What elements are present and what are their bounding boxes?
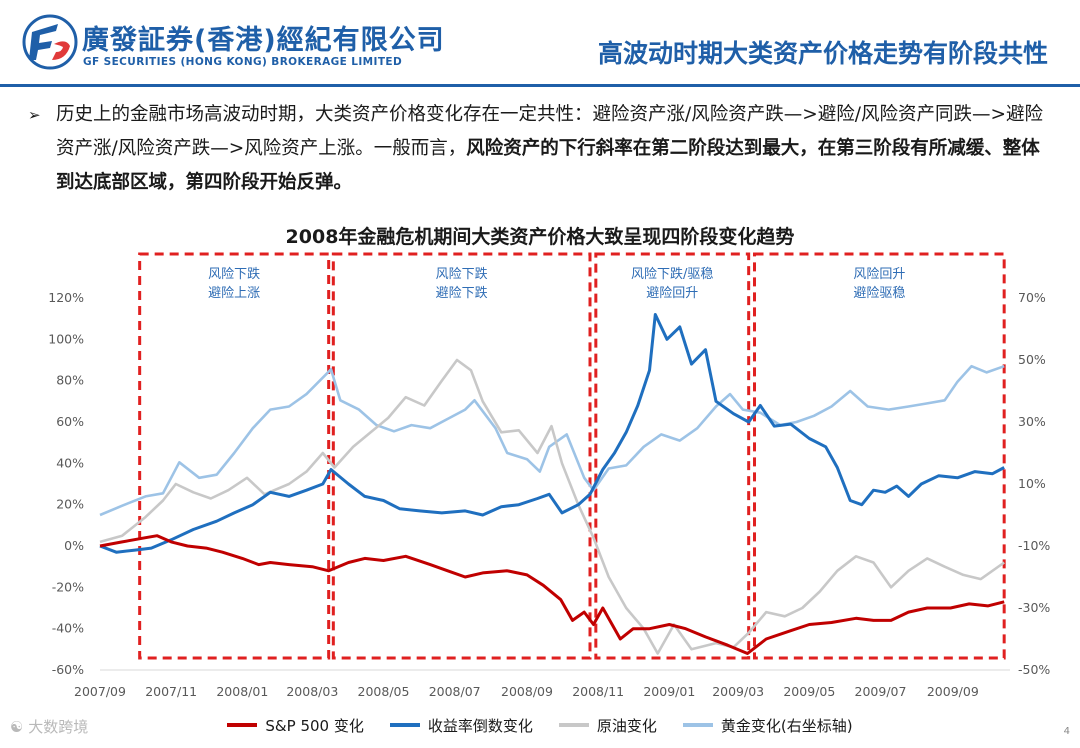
phase-label-line2: 避险驱稳 xyxy=(853,285,905,301)
phase-label-line1: 风险回升 xyxy=(853,267,905,282)
y-left-tick-label: 0% xyxy=(64,538,84,553)
summary-text-bold: 风险资产的下行斜率在第二阶段达到最大，在第三阶段有所减缓、整体到达底部区域，第四… xyxy=(56,138,1040,193)
watermark-text: 大数跨境 xyxy=(28,718,89,736)
y-right-tick-label: 70% xyxy=(1018,290,1046,305)
y-left-tick-label: 60% xyxy=(56,414,84,429)
series-line-gold xyxy=(99,364,1005,517)
series-line-yield xyxy=(99,313,1005,554)
watermark-icon: ☯ xyxy=(10,718,29,736)
x-tick-label: 2008/03 xyxy=(286,684,338,699)
series-line-sp500 xyxy=(99,534,1005,655)
company-name-en: GF SECURITIES (HONG KONG) BROKERAGE LIMI… xyxy=(83,56,403,68)
legend-swatch-yield xyxy=(389,723,420,727)
legend-label-gold: 黄金变化(右坐标轴) xyxy=(720,716,853,735)
y-left-tick-label: -40% xyxy=(52,621,84,636)
phase-box xyxy=(138,252,331,660)
page-title: 高波动时期大类资产价格走势有阶段共性 xyxy=(597,39,1048,68)
x-tick-label: 2008/09 xyxy=(501,684,553,699)
y-left-tick-label: 100% xyxy=(48,331,84,346)
y-left-tick-label: 40% xyxy=(56,455,84,470)
line-chart: 120% 100% 80% 60% 40% 20% 0% -20% -40% -60% 70% 50%… xyxy=(48,252,1050,699)
summary-text: 历史上的金融市场高波动时期，大类资产价格变化存在一定共性：避险资产涨/风险资产跌… xyxy=(56,98,1058,200)
watermark: ☯ 大数跨境 xyxy=(10,716,88,737)
x-tick-label: 2007/09 xyxy=(74,684,126,699)
legend-label-yield: 收益率倒数变化 xyxy=(427,716,533,735)
company-name-cn: 廣發証券(香港)經紀有限公司 xyxy=(82,25,445,56)
phase-label-line1: 风险下跌/驱稳 xyxy=(631,266,713,282)
legend-swatch-sp500 xyxy=(227,723,258,727)
phase-label-line2: 避险下跌 xyxy=(436,285,488,301)
series-line-oil xyxy=(99,358,1005,655)
y-right-tick-label: -30% xyxy=(1018,600,1050,615)
header-divider xyxy=(0,84,1080,87)
legend-label-oil: 原油变化 xyxy=(596,716,657,735)
x-tick-label: 2008/07 xyxy=(429,684,481,699)
phase-label-line2: 避险回升 xyxy=(646,286,698,301)
y-left-tick-label: -20% xyxy=(52,579,84,594)
x-tick-label: 2009/05 xyxy=(783,684,835,699)
x-tick-label: 2007/11 xyxy=(145,684,197,699)
x-tick-label: 2009/03 xyxy=(712,684,764,699)
y-right-tick-label: -10% xyxy=(1018,538,1050,553)
legend-item-sp500: S&P 500 变化 xyxy=(227,713,364,737)
page-number: 4 xyxy=(1063,726,1070,737)
phase-label-line1: 风险下跌 xyxy=(208,266,260,282)
legend-swatch-gold xyxy=(682,723,713,727)
gf-logo-icon xyxy=(22,14,78,70)
x-tick-label: 2008/01 xyxy=(216,684,268,699)
phase-label-line1: 风险下跌 xyxy=(436,266,488,282)
x-tick-label: 2008/05 xyxy=(358,684,410,699)
y-right-tick-label: -50% xyxy=(1018,662,1050,677)
chart-legend: S&P 500 变化 收益率倒数变化 原油变化 黄金变化(右坐标轴) xyxy=(0,713,1080,737)
y-right-tick-label: 50% xyxy=(1018,352,1046,367)
legend-item-oil: 原油变化 xyxy=(558,713,657,737)
phase-box xyxy=(331,252,592,660)
phase-label-line2: 避险上涨 xyxy=(208,286,260,301)
legend-item-gold: 黄金变化(右坐标轴) xyxy=(682,713,853,737)
y-right-tick-label: 30% xyxy=(1018,414,1046,429)
header: 廣發証券(香港)經紀有限公司 GF SECURITIES (HONG KONG)… xyxy=(0,0,1080,87)
y-left-tick-label: 80% xyxy=(56,373,84,388)
bullet-arrow-icon: ➢ xyxy=(28,106,41,124)
phase-box xyxy=(753,252,1006,660)
x-tick-label: 2009/01 xyxy=(643,684,695,699)
y-right-tick-label: 10% xyxy=(1018,476,1046,491)
y-left-tick-label: 120% xyxy=(48,290,84,305)
summary-bullet: ➢ 历史上的金融市场高波动时期，大类资产价格变化存在一定共性：避险资产涨/风险资… xyxy=(28,98,1058,200)
x-tick-label: 2008/11 xyxy=(572,684,624,699)
phase-box xyxy=(594,252,751,660)
x-tick-label: 2009/09 xyxy=(927,684,979,699)
y-left-tick-label: -60% xyxy=(52,662,84,677)
x-tick-label: 2009/07 xyxy=(855,684,907,699)
chart-title: 2008年金融危机期间大类资产价格大致呈现四阶段变化趋势 xyxy=(285,226,795,248)
legend-item-yield: 收益率倒数变化 xyxy=(389,713,533,737)
legend-label-sp500: S&P 500 变化 xyxy=(265,716,364,735)
y-left-tick-label: 20% xyxy=(56,497,84,512)
legend-swatch-oil xyxy=(558,723,589,727)
summary-text-normal: 历史上的金融市场高波动时期，大类资产价格变化存在一定共性：避险资产涨/风险资产跌… xyxy=(56,104,1043,159)
